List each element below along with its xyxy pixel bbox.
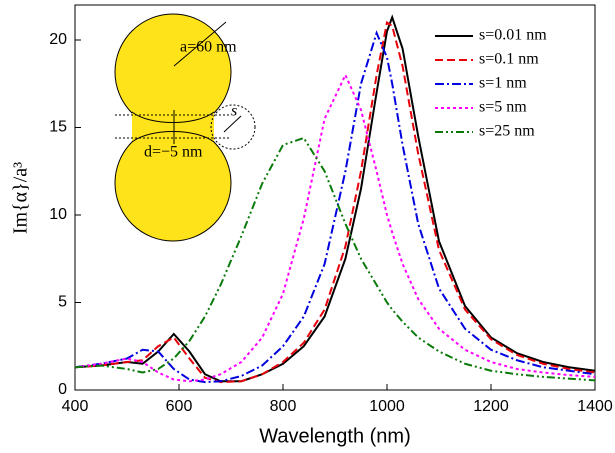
- x-tick-label: 800: [270, 398, 297, 415]
- y-tick-label: 10: [49, 206, 67, 223]
- annotation: d=−5 nm: [144, 144, 203, 161]
- legend-label: s=5 nm: [479, 99, 527, 116]
- x-tick-label: 400: [62, 398, 89, 415]
- series-line: [74, 20, 596, 384]
- neck-fill: [132, 112, 214, 142]
- annotation: a=60 nm: [180, 39, 237, 56]
- fillet-circle: [210, 104, 256, 150]
- y-tick-label: 5: [58, 294, 67, 311]
- y-tick-label: 0: [58, 381, 67, 398]
- x-tick-label: 1400: [577, 398, 613, 415]
- y-tick-label: 20: [49, 31, 67, 48]
- legend-label: s=0.01 nm: [479, 27, 547, 44]
- radius-arrow: [173, 21, 227, 67]
- legend-label: s=0.1 nm: [479, 51, 539, 68]
- x-axis-label: Wavelength (nm): [259, 425, 411, 447]
- sphere-bottom: [114, 124, 232, 242]
- plot-frame: [74, 4, 596, 391]
- x-tick-label: 1000: [369, 398, 405, 415]
- inset: a=60 nm d=−5 nm s: [114, 13, 256, 242]
- s-arrow: [223, 115, 242, 133]
- y-axis-label: Im{α}/a³: [10, 162, 32, 234]
- legend-label: s=25 nm: [479, 123, 535, 140]
- series-line: [74, 72, 596, 383]
- y-tick-label: 15: [49, 119, 67, 136]
- neck-edge: [131, 111, 215, 123]
- series-line: [74, 30, 596, 384]
- annotation: s: [231, 103, 237, 120]
- x-tick-label: 1200: [473, 398, 509, 415]
- legend-label: s=1 nm: [479, 75, 527, 92]
- x-tick-label: 600: [166, 398, 193, 415]
